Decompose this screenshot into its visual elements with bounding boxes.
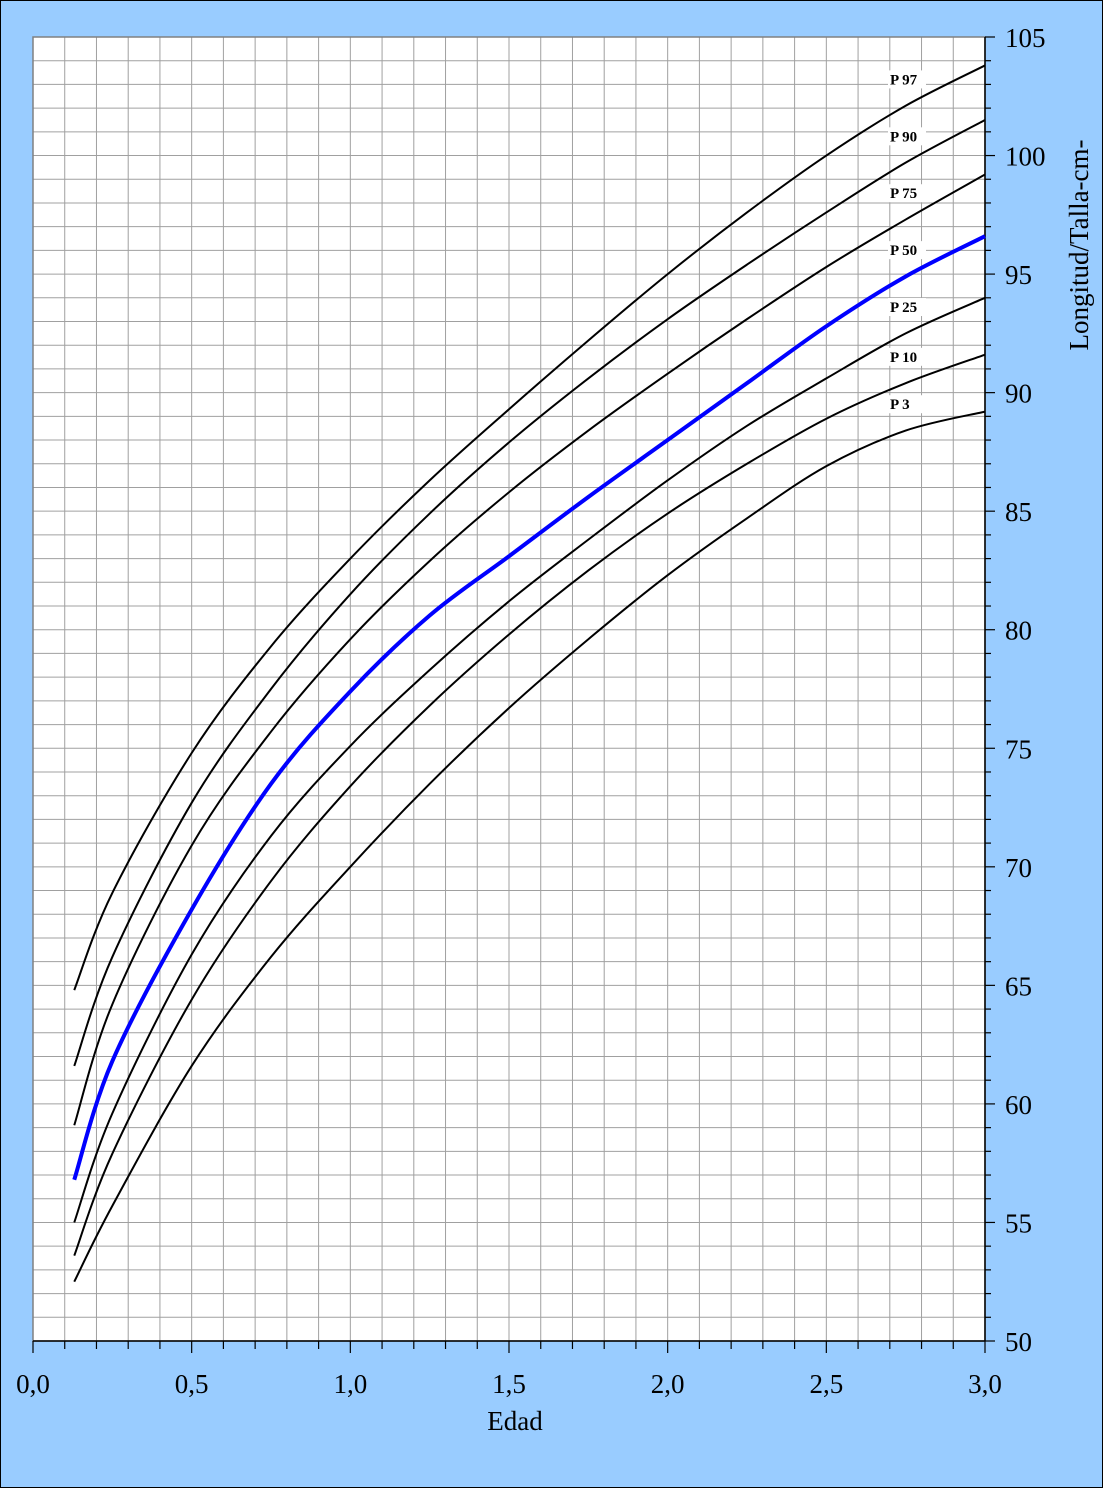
percentile-label: P 10 <box>890 350 917 366</box>
percentile-label-bg <box>888 241 926 260</box>
x-tick-label: 2,5 <box>809 1369 843 1399</box>
x-axis-title: Edad <box>487 1406 543 1436</box>
x-tick-label: 1,5 <box>492 1369 526 1399</box>
percentile-label-bg <box>888 184 926 203</box>
percentile-label: P 50 <box>890 243 917 259</box>
percentile-label-bg <box>888 127 926 146</box>
series-line-p3 <box>73 410 986 1283</box>
y-tick-label: 90 <box>1005 379 1032 409</box>
x-tick-label: 0,0 <box>16 1369 50 1399</box>
percentile-label-bg <box>888 298 926 317</box>
percentile-label: P 97 <box>890 72 918 88</box>
y-tick-label: 85 <box>1005 497 1032 527</box>
series-line-p75 <box>73 173 986 1126</box>
y-tick-label: 105 <box>1005 23 1046 53</box>
y-axis-title: Longitud/Talla-cm- <box>1064 139 1094 350</box>
y-tick-label: 80 <box>1005 616 1032 646</box>
percentile-label: P 75 <box>890 186 917 202</box>
percentile-label: P 3 <box>890 397 910 413</box>
series-line-p90 <box>73 119 986 1067</box>
percentile-label-bg <box>888 70 926 89</box>
y-tick-label: 70 <box>1005 853 1032 883</box>
x-tick-label: 0,5 <box>175 1369 209 1399</box>
y-tick-label: 100 <box>1005 142 1046 172</box>
x-tick-label: 3,0 <box>968 1369 1002 1399</box>
y-tick-label: 55 <box>1005 1208 1032 1238</box>
y-tick-label: 65 <box>1005 971 1032 1001</box>
y-tick-label: 95 <box>1005 260 1032 290</box>
y-tick-label: 50 <box>1005 1327 1032 1357</box>
series-line-p97 <box>73 64 986 991</box>
series-line-p50 <box>72 234 986 1181</box>
percentile-label-bg <box>888 347 926 366</box>
x-tick-label: 1,0 <box>333 1369 367 1399</box>
y-tick-label: 60 <box>1005 1090 1032 1120</box>
y-tick-label: 75 <box>1005 734 1032 764</box>
x-tick-label: 2,0 <box>651 1369 685 1399</box>
series-line-p10 <box>73 353 986 1256</box>
percentile-label: P 90 <box>890 129 917 145</box>
percentile-label-bg <box>888 395 926 414</box>
series-line-p25 <box>73 296 986 1223</box>
percentile-label: P 25 <box>890 300 917 316</box>
